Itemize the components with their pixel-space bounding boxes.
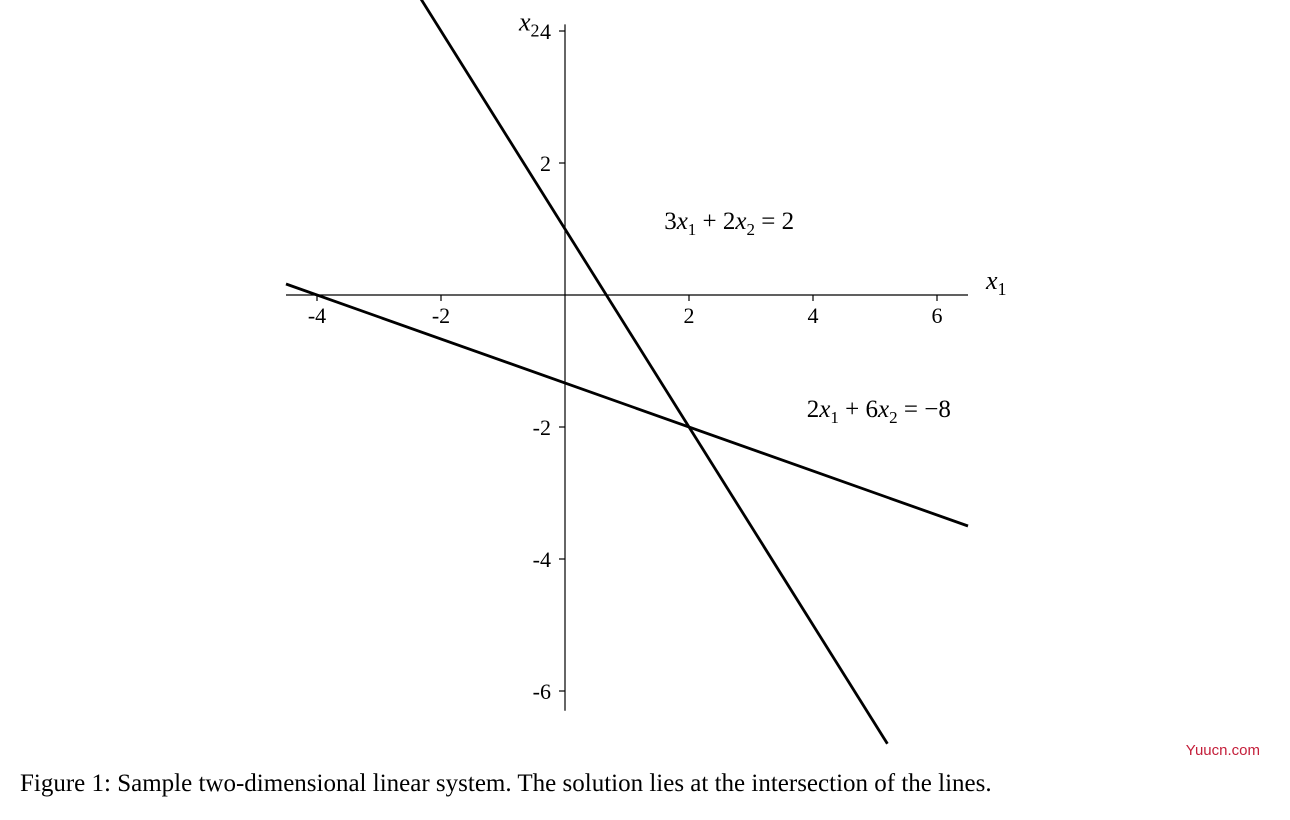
svg-text:4: 4 xyxy=(808,303,819,328)
svg-text:x1: x1 xyxy=(985,266,1007,299)
caption-prefix: Figure 1 xyxy=(20,770,104,797)
svg-text:6: 6 xyxy=(932,303,943,328)
svg-text:-2: -2 xyxy=(432,303,450,328)
svg-text:-4: -4 xyxy=(308,303,326,328)
svg-text:-2: -2 xyxy=(533,415,551,440)
svg-text:3x1 + 2x2 = 2: 3x1 + 2x2 = 2 xyxy=(664,208,794,239)
figure-caption: Figure 1: Sample two-dimensional linear … xyxy=(0,770,1290,798)
svg-text:x2: x2 xyxy=(518,7,540,40)
svg-text:2: 2 xyxy=(684,303,695,328)
svg-text:2x1 + 6x2 = −8: 2x1 + 6x2 = −8 xyxy=(807,396,951,427)
watermark-text: Yuucn.com xyxy=(1186,742,1260,759)
caption-body: Sample two-dimensional linear system. Th… xyxy=(117,770,991,797)
svg-text:-6: -6 xyxy=(533,679,551,704)
svg-text:-4: -4 xyxy=(533,547,551,572)
svg-text:4: 4 xyxy=(540,19,551,44)
linear-system-chart: -4 -2 2 4 6 -6 -4 -2 2 4 x1 x2 3x1 + 2x2 = 2 2x1 + 6x… xyxy=(0,0,1290,750)
svg-text:2: 2 xyxy=(540,151,551,176)
caption-colon: : xyxy=(104,770,117,797)
